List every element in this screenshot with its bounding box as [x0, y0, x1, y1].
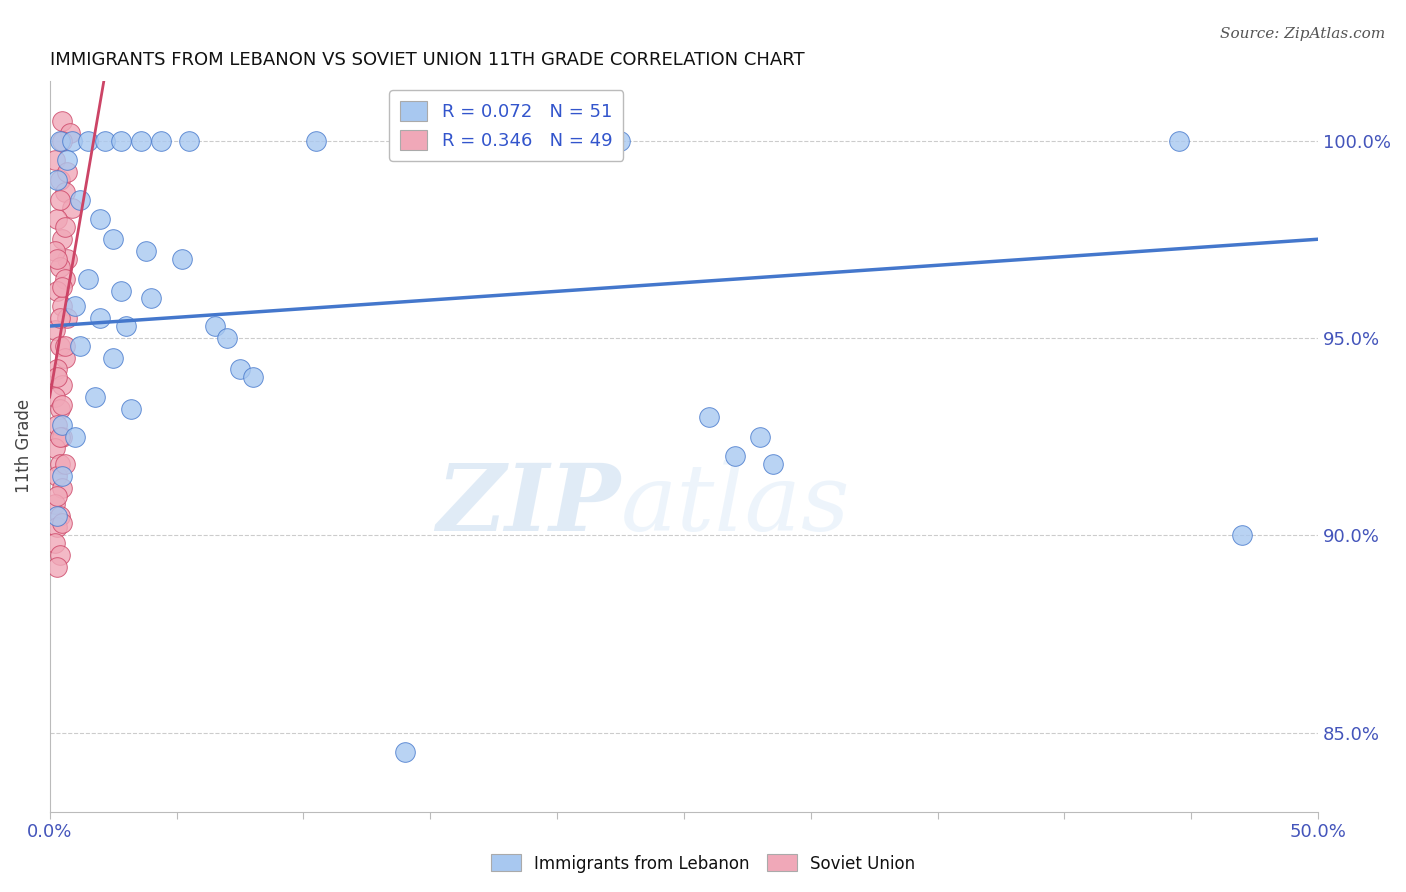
Point: [110, 284, 132, 298]
Point: [46, 559, 69, 574]
Point: [150, 134, 173, 148]
Point: [179, 134, 201, 148]
Point: [46, 417, 69, 432]
Point: [53, 351, 76, 365]
Legend: Immigrants from Lebanon, Soviet Union: Immigrants from Lebanon, Soviet Union: [484, 847, 922, 880]
Point: [46, 520, 69, 534]
Point: [749, 429, 772, 443]
Point: [51, 398, 73, 412]
Point: [94, 134, 117, 148]
Point: [49, 457, 72, 471]
Point: [697, 409, 720, 424]
Point: [101, 232, 124, 246]
Text: IMMIGRANTS FROM LEBANON VS SOVIET UNION 11TH GRADE CORRELATION CHART: IMMIGRANTS FROM LEBANON VS SOVIET UNION …: [49, 51, 804, 69]
Point: [46, 212, 69, 227]
Point: [229, 362, 252, 376]
Point: [89, 212, 111, 227]
Point: [46, 284, 69, 298]
Point: [114, 319, 136, 334]
Point: [51, 113, 73, 128]
Point: [46, 173, 69, 187]
Point: [76, 271, 98, 285]
Point: [49, 401, 72, 416]
Point: [53, 220, 76, 235]
Text: atlas: atlas: [620, 460, 851, 549]
Point: [51, 516, 73, 531]
Point: [204, 319, 226, 334]
Point: [51, 378, 73, 392]
Point: [53, 271, 76, 285]
Point: [62, 134, 84, 148]
Point: [135, 244, 157, 258]
Point: [53, 339, 76, 353]
Point: [56, 165, 79, 179]
Point: [724, 450, 747, 464]
Point: [101, 351, 124, 365]
Point: [51, 469, 73, 483]
Point: [51, 481, 73, 495]
Point: [170, 252, 193, 266]
Y-axis label: 11th Grade: 11th Grade: [15, 400, 32, 493]
Point: [51, 279, 73, 293]
Text: Source: ZipAtlas.com: Source: ZipAtlas.com: [1219, 27, 1385, 41]
Point: [49, 193, 72, 207]
Point: [56, 252, 79, 266]
Point: [49, 548, 72, 562]
Point: [46, 508, 69, 523]
Point: [56, 153, 79, 168]
Point: [609, 134, 631, 148]
Point: [129, 134, 152, 148]
Point: [84, 390, 107, 404]
Point: [59, 126, 82, 140]
Point: [46, 370, 69, 384]
Point: [63, 429, 86, 443]
Point: [51, 232, 73, 246]
Point: [44, 244, 66, 258]
Point: [49, 173, 72, 187]
Point: [51, 429, 73, 443]
Point: [44, 442, 66, 456]
Point: [49, 429, 72, 443]
Point: [139, 292, 162, 306]
Point: [217, 331, 239, 345]
Point: [49, 311, 72, 326]
Point: [305, 134, 328, 148]
Point: [1230, 528, 1253, 542]
Point: [49, 260, 72, 274]
Point: [44, 536, 66, 550]
Point: [69, 193, 91, 207]
Point: [44, 497, 66, 511]
Point: [394, 745, 416, 759]
Point: [56, 311, 79, 326]
Point: [51, 299, 73, 313]
Point: [44, 390, 66, 404]
Point: [63, 299, 86, 313]
Point: [242, 370, 264, 384]
Point: [110, 134, 132, 148]
Point: [120, 401, 142, 416]
Point: [49, 508, 72, 523]
Point: [69, 339, 91, 353]
Point: [53, 457, 76, 471]
Point: [89, 311, 111, 326]
Point: [44, 323, 66, 337]
Point: [51, 134, 73, 148]
Point: [44, 153, 66, 168]
Point: [51, 417, 73, 432]
Point: [49, 339, 72, 353]
Point: [46, 469, 69, 483]
Legend: R = 0.072   N = 51, R = 0.346   N = 49: R = 0.072 N = 51, R = 0.346 N = 49: [389, 90, 623, 161]
Point: [53, 185, 76, 199]
Point: [49, 134, 72, 148]
Point: [46, 362, 69, 376]
Point: [1167, 134, 1189, 148]
Point: [762, 457, 785, 471]
Point: [76, 134, 98, 148]
Point: [62, 201, 84, 215]
Text: ZIP: ZIP: [436, 460, 620, 549]
Point: [46, 252, 69, 266]
Point: [46, 489, 69, 503]
